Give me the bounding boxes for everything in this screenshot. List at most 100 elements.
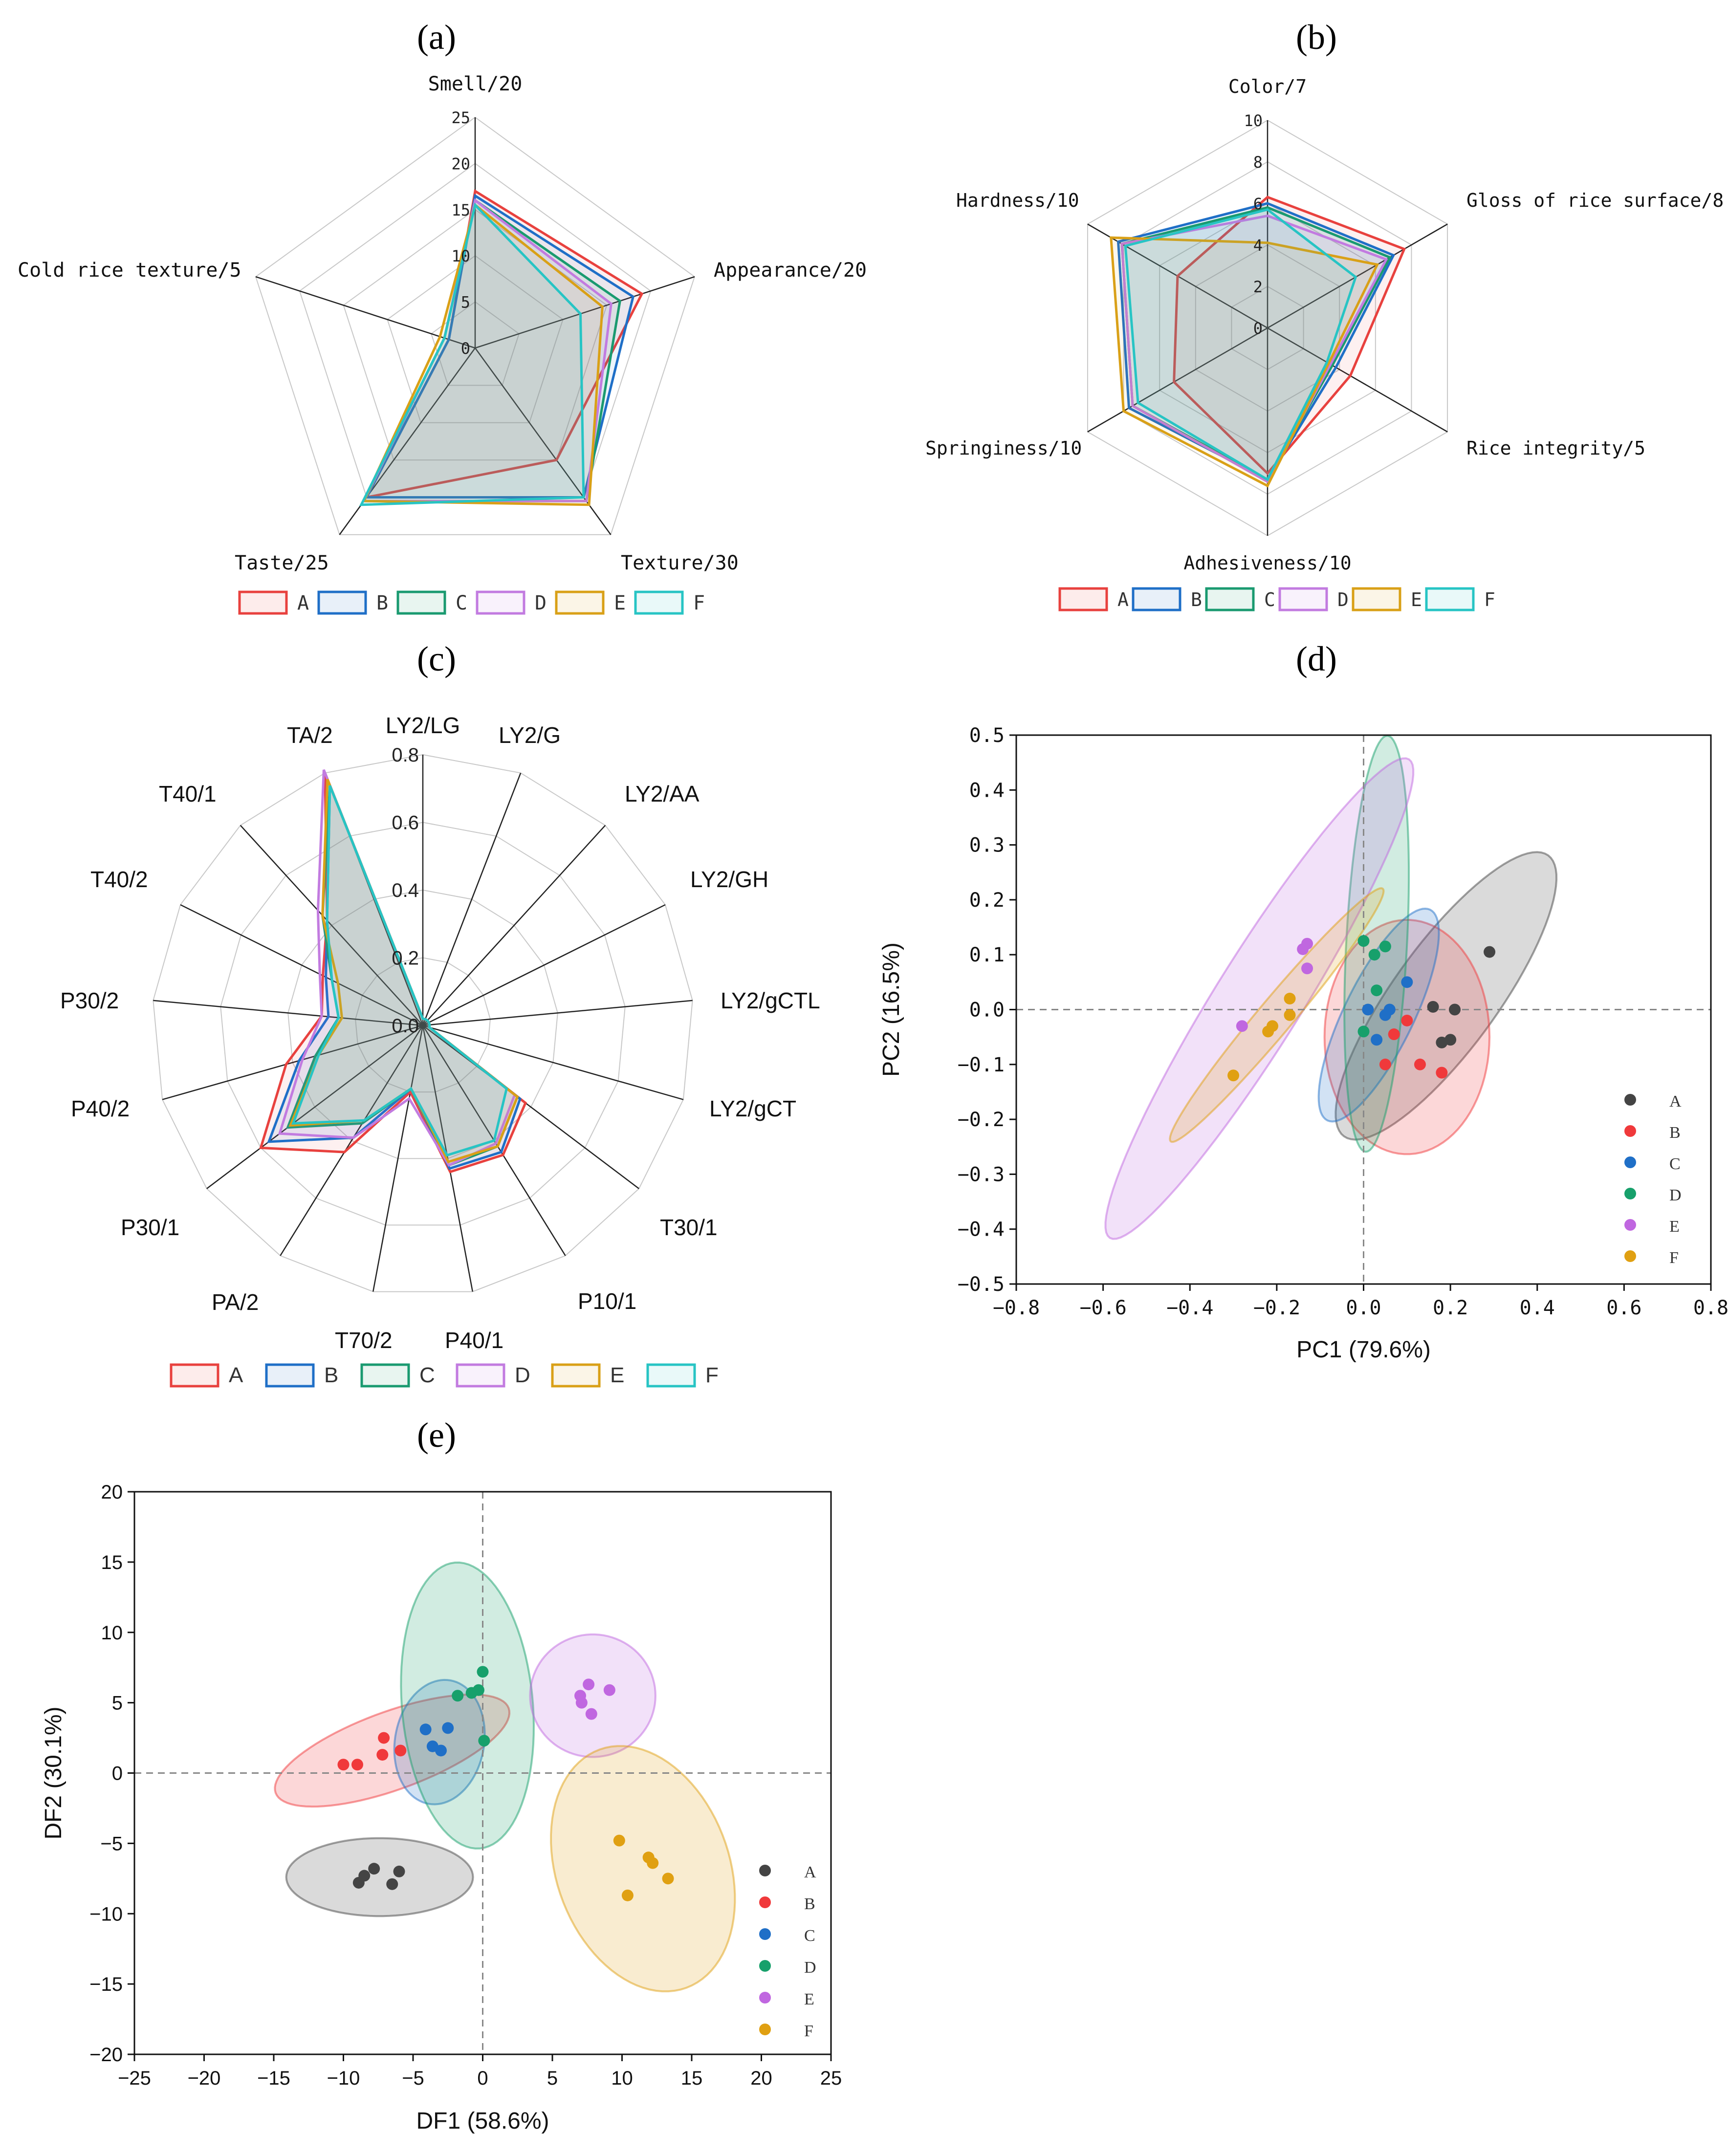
axis-spoke: [422, 1000, 693, 1026]
axis-spoke: [180, 904, 423, 1026]
data-point-B: [1379, 1058, 1391, 1070]
data-point-A: [1449, 1003, 1461, 1016]
legend-swatch-A: [1058, 587, 1108, 611]
x-tick-label: 20: [750, 2068, 772, 2089]
radial-tick-label: 5: [461, 293, 470, 312]
y-tick-label: 20: [101, 1481, 123, 1503]
axis-spoke: [422, 772, 522, 1026]
legend-label: F: [1669, 1249, 1679, 1267]
legend-label: E: [804, 1990, 814, 2008]
y-tick-label: −15: [89, 1974, 123, 1995]
axis-spoke: [162, 1024, 423, 1100]
axis-label: Taste/25: [235, 552, 329, 574]
radial-tick-label: 8: [1253, 153, 1263, 172]
radial-tick-label: 0.8: [392, 744, 419, 766]
y-tick-label: 0.1: [969, 944, 1005, 966]
confidence-ellipse-A: [1334, 851, 1558, 1141]
legend-label: F: [705, 1363, 719, 1387]
legend-label: D: [804, 1959, 816, 1977]
legend-swatch-B: [1132, 587, 1181, 611]
radial-tick-label: 0.6: [392, 812, 419, 834]
data-point-D: [477, 1666, 489, 1678]
legend-swatch-F: [634, 590, 684, 615]
legend-label: C: [419, 1363, 435, 1387]
series-E-polygon: [1110, 236, 1379, 488]
radar-chart-sensors: 0.0 0.2 0.4 0.6 0.8 LY2/LG LY2/G LY2/AA LY2/GH LY…: [60, 713, 820, 1388]
grid-ring: [355, 957, 491, 1093]
confidence-ellipse-E: [1104, 757, 1415, 1240]
axis-label: P40/1: [445, 1328, 503, 1353]
radial-tick-label: 4: [1253, 236, 1263, 255]
axis-label: T40/1: [159, 781, 217, 806]
legend-marker-A: [759, 1865, 771, 1876]
radial-tick-label: 2: [1253, 278, 1263, 296]
grid-ring: [153, 754, 693, 1292]
legend-swatch-A: [238, 590, 288, 615]
axis-label: LY2/gCTL: [721, 988, 820, 1013]
legend-marker-D: [1624, 1188, 1636, 1199]
x-tick-label: −5: [402, 2068, 424, 2089]
axis-spoke: [206, 1025, 423, 1189]
x-tick-label: −20: [188, 2068, 221, 2089]
legend-swatch-C: [1205, 587, 1255, 611]
axis-spoke: [153, 1000, 423, 1026]
legend-marker-B: [1624, 1125, 1636, 1137]
x-tick-label: 5: [547, 2068, 558, 2089]
x-axis-title: DF1 (58.6%): [416, 2108, 549, 2134]
data-point-A: [386, 1878, 398, 1890]
data-point-F: [1262, 1025, 1274, 1038]
grid-ring: [431, 301, 520, 386]
data-point-D: [1368, 949, 1380, 961]
legend-label: E: [1669, 1218, 1680, 1236]
y-tick-label: −0.5: [958, 1273, 1005, 1296]
series-F-polygon: [1124, 208, 1357, 481]
legend-swatch-D: [456, 1363, 505, 1388]
axis-spoke: [1267, 327, 1448, 433]
axis-label: LY2/gCT: [709, 1096, 796, 1121]
legend-label: B: [376, 592, 388, 614]
legend-swatch-E: [1352, 587, 1401, 611]
data-point-A: [368, 1863, 380, 1875]
axis-label: Appearance/20: [714, 259, 867, 282]
panel-label-e: (e): [417, 1416, 456, 1455]
y-axis-title: DF2 (30.1%): [41, 1706, 66, 1839]
x-axis-title: PC1 (79.6%): [1296, 1337, 1431, 1363]
axis-spoke: [280, 1025, 424, 1256]
axis-spoke: [240, 825, 423, 1026]
plot-area: [134, 1492, 831, 2054]
legend-swatch-B: [265, 1363, 315, 1388]
legend-label: A: [297, 592, 309, 614]
axis-spoke: [422, 825, 606, 1026]
legend-swatch-E: [551, 1363, 601, 1388]
axis-label: PA/2: [212, 1289, 259, 1315]
y-tick-label: 10: [101, 1622, 123, 1644]
x-tick-label: 0.4: [1520, 1297, 1555, 1319]
y-tick-label: 0.5: [969, 724, 1005, 747]
radial-tick-label: 10: [1244, 111, 1263, 130]
legend-swatch-E: [555, 590, 605, 615]
axis-label: Color/7: [1228, 76, 1307, 97]
x-tick-label: −10: [327, 2068, 360, 2089]
axis-label: Texture/30: [621, 552, 739, 574]
series-F-polygon: [359, 202, 585, 506]
confidence-ellipse-D: [400, 1561, 535, 1850]
pca-scatter-plot: −0.8 −0.6 −0.4 −0.2 0.0 0.2 0.4 0.6 0.8 −0.5 −0.4 −…: [878, 724, 1728, 1363]
data-point-C: [442, 1722, 454, 1734]
data-point-F: [1284, 993, 1296, 1005]
data-point-C: [435, 1744, 447, 1757]
legend-swatch-F: [1425, 587, 1475, 611]
data-point-B: [351, 1759, 363, 1771]
y-tick-label: 5: [112, 1693, 123, 1714]
confidence-ellipse-F: [550, 1745, 736, 1993]
data-point-D: [478, 1735, 490, 1747]
data-point-D: [1357, 1025, 1370, 1038]
axis-label: T30/1: [660, 1215, 718, 1240]
y-tick-label: 0.4: [969, 779, 1005, 802]
data-point-F: [662, 1873, 674, 1885]
grid-ring: [387, 255, 564, 423]
radial-tick-label: 6: [1253, 195, 1263, 213]
axis-spoke: [1267, 223, 1448, 329]
axis-label: LY2/GH: [690, 867, 768, 892]
axis-label: Springiness/10: [925, 437, 1082, 459]
